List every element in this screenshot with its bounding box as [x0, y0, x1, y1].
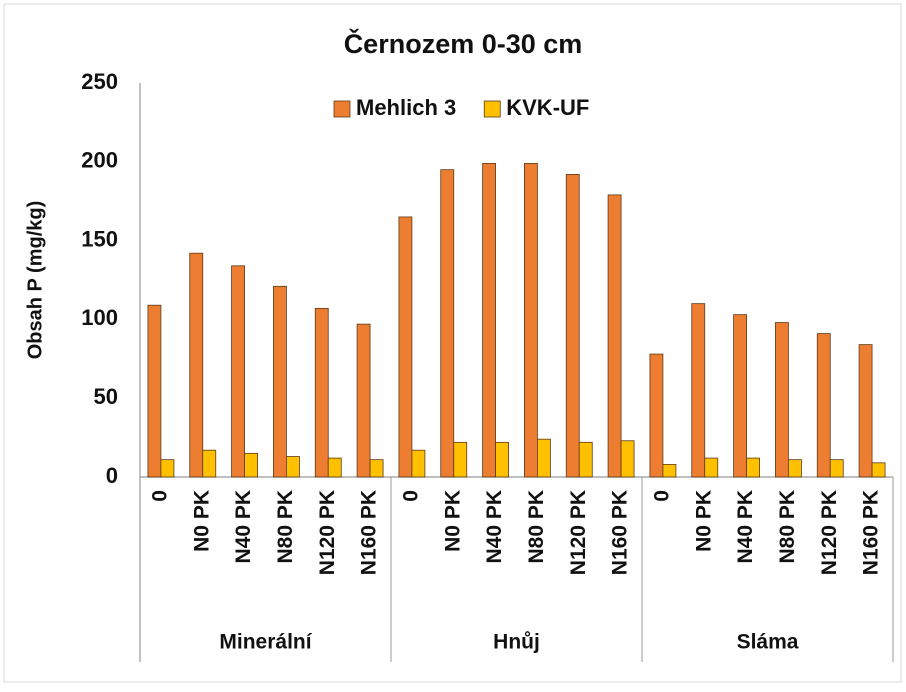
- bar: [816, 333, 831, 478]
- x-tick-label: 0: [399, 490, 422, 502]
- x-tick-label: N80 PK: [525, 490, 548, 564]
- bar: [189, 252, 204, 478]
- x-tick-label: N120 PK: [567, 490, 590, 575]
- bar: [662, 463, 677, 478]
- x-tick-label: N120 PK: [818, 490, 841, 575]
- group-label: Sláma: [737, 631, 799, 654]
- group-label: Hnůj: [493, 631, 540, 654]
- x-tick-label: N160 PK: [860, 490, 883, 575]
- legend-swatch: [483, 100, 501, 118]
- x-tick-label: N0 PK: [441, 490, 464, 552]
- y-tick-label: 50: [94, 384, 118, 409]
- bar: [231, 265, 245, 478]
- bar: [858, 344, 873, 478]
- bar: [620, 440, 635, 478]
- legend-swatch: [333, 100, 351, 118]
- bar: [398, 216, 413, 478]
- bar: [691, 303, 706, 478]
- group-label: Minerální: [219, 631, 312, 654]
- x-tick-label: 0: [650, 490, 673, 502]
- y-tick-label: 100: [81, 305, 118, 330]
- bar: [649, 353, 664, 478]
- bar: [524, 162, 538, 478]
- bar: [440, 169, 455, 478]
- x-tick-label: N0 PK: [190, 490, 213, 552]
- x-tick-label: N40 PK: [483, 490, 506, 564]
- bar: [244, 452, 258, 478]
- bar: [160, 459, 175, 478]
- chart-title: Černozem 0-30 cm: [344, 28, 583, 59]
- bar: [537, 438, 551, 478]
- x-tick-label: N0 PK: [692, 490, 715, 552]
- bar: [871, 462, 886, 478]
- bar: [411, 449, 426, 478]
- bar: [607, 194, 622, 478]
- bar: [704, 457, 719, 478]
- x-tick-label: N80 PK: [274, 490, 297, 564]
- bar: [356, 323, 371, 478]
- y-tick-label: 150: [81, 226, 118, 251]
- bar: [495, 441, 509, 478]
- bar: [829, 459, 844, 478]
- y-tick-label: 200: [81, 148, 118, 173]
- y-tick-label: 250: [81, 69, 118, 94]
- x-tick-label: N160 PK: [358, 490, 381, 575]
- y-axis-label: Obsah P (mg/kg): [24, 201, 46, 360]
- x-tick-label: 0: [148, 490, 171, 502]
- bar: [273, 285, 287, 478]
- bar: [453, 441, 468, 478]
- y-tick-label: 0: [106, 463, 118, 488]
- bar: [733, 314, 747, 478]
- bar: [147, 304, 162, 478]
- x-tick-label: N40 PK: [734, 490, 757, 564]
- bar: [565, 174, 580, 478]
- bar: [775, 322, 789, 478]
- x-tick-label: N40 PK: [232, 490, 255, 564]
- x-tick-label: N120 PK: [316, 490, 339, 575]
- bar: [369, 459, 384, 478]
- legend-label: Mehlich 3: [356, 95, 456, 120]
- x-tick-label: N80 PK: [776, 490, 799, 564]
- bar: [746, 457, 760, 478]
- legend-label: KVK-UF: [506, 95, 589, 120]
- bar: [788, 459, 802, 478]
- x-tick-label: N160 PK: [609, 490, 632, 575]
- bar: [314, 307, 329, 478]
- bar: [286, 456, 300, 478]
- bar: [202, 449, 217, 478]
- bar: [327, 457, 342, 478]
- bar: [482, 162, 496, 478]
- bar: [578, 441, 593, 478]
